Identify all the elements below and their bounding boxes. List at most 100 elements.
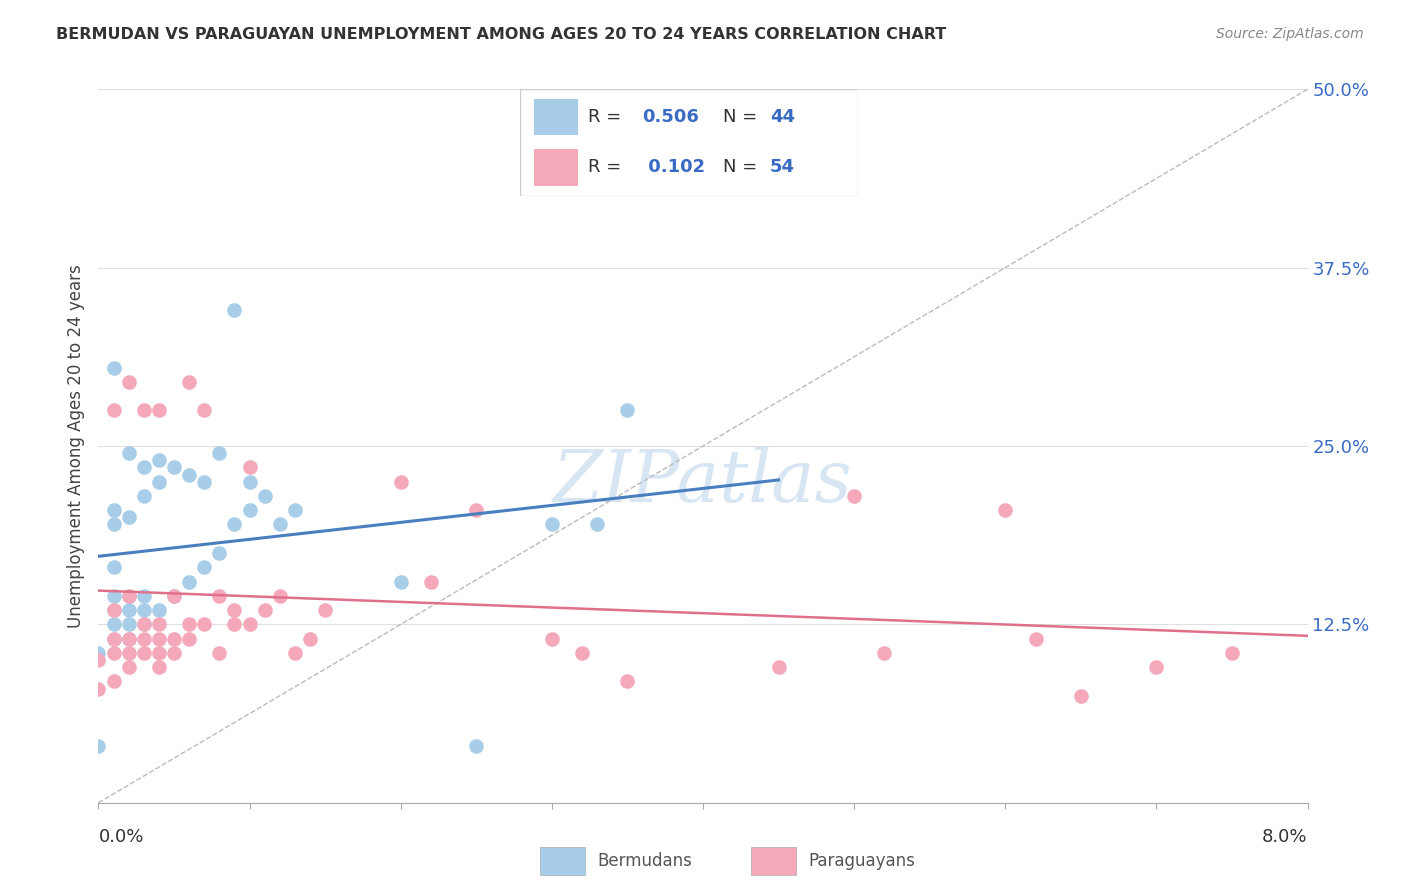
Point [132, 632, 155, 646]
Point [103, 617, 125, 632]
Point [299, 632, 322, 646]
Point [1070, 689, 1092, 703]
Point [163, 646, 186, 660]
Point [465, 739, 488, 753]
Point [193, 475, 215, 489]
Text: 0.506: 0.506 [641, 108, 699, 126]
Point [224, 603, 246, 617]
Point [269, 589, 291, 603]
Point [148, 475, 170, 489]
Text: 44: 44 [770, 108, 794, 126]
Point [193, 560, 215, 574]
Point [103, 560, 125, 574]
Point [148, 403, 170, 417]
Point [132, 617, 155, 632]
Point [103, 517, 125, 532]
Point [239, 460, 262, 475]
Point [132, 646, 155, 660]
Point [103, 632, 125, 646]
Point [389, 574, 412, 589]
Point [193, 617, 215, 632]
Point [103, 632, 125, 646]
Point [103, 646, 125, 660]
Point [118, 510, 141, 524]
Text: 8.0%: 8.0% [1263, 829, 1308, 847]
Point [103, 403, 125, 417]
Point [87, 739, 110, 753]
Point [193, 403, 215, 417]
Text: R =: R = [588, 159, 627, 177]
Y-axis label: Unemployment Among Ages 20 to 24 years: Unemployment Among Ages 20 to 24 years [66, 264, 84, 628]
Point [208, 546, 231, 560]
Point [616, 403, 638, 417]
Text: R =: R = [588, 108, 627, 126]
Text: N =: N = [723, 108, 762, 126]
Point [540, 517, 562, 532]
Point [768, 660, 790, 674]
Point [314, 603, 336, 617]
Point [118, 589, 141, 603]
Point [87, 653, 110, 667]
Point [586, 517, 609, 532]
Point [163, 589, 186, 603]
Point [163, 460, 186, 475]
Point [148, 632, 170, 646]
Text: N =: N = [723, 159, 762, 177]
Bar [540, 847, 585, 875]
Point [179, 375, 201, 389]
Point [103, 603, 125, 617]
Point [148, 603, 170, 617]
Point [118, 646, 141, 660]
Point [253, 603, 276, 617]
Point [284, 503, 307, 517]
Point [163, 632, 186, 646]
Point [284, 646, 307, 660]
Point [224, 617, 246, 632]
Point [616, 674, 638, 689]
Point [873, 646, 896, 660]
Bar [534, 99, 578, 136]
Point [163, 589, 186, 603]
Point [208, 446, 231, 460]
Point [224, 303, 246, 318]
Point [239, 475, 262, 489]
Point [118, 446, 141, 460]
Bar [534, 149, 578, 186]
Point [132, 489, 155, 503]
Point [148, 660, 170, 674]
Point [269, 517, 291, 532]
Point [571, 646, 593, 660]
Point [179, 632, 201, 646]
Point [1144, 660, 1167, 674]
Point [1024, 632, 1046, 646]
Point [118, 589, 141, 603]
Point [419, 574, 441, 589]
Text: Source: ZipAtlas.com: Source: ZipAtlas.com [1216, 27, 1364, 41]
Text: 54: 54 [770, 159, 794, 177]
Point [132, 617, 155, 632]
Point [465, 503, 488, 517]
Text: ZIPatlas: ZIPatlas [553, 446, 853, 517]
Point [844, 489, 866, 503]
Point [103, 603, 125, 617]
Point [224, 517, 246, 532]
Point [540, 632, 562, 646]
Point [118, 632, 141, 646]
Point [132, 403, 155, 417]
Point [179, 574, 201, 589]
Point [132, 589, 155, 603]
Text: 0.0%: 0.0% [98, 829, 143, 847]
Point [389, 475, 412, 489]
Point [118, 375, 141, 389]
Point [239, 617, 262, 632]
Point [148, 646, 170, 660]
Point [208, 589, 231, 603]
Point [994, 503, 1017, 517]
Point [87, 646, 110, 660]
Point [103, 589, 125, 603]
Text: BERMUDAN VS PARAGUAYAN UNEMPLOYMENT AMONG AGES 20 TO 24 YEARS CORRELATION CHART: BERMUDAN VS PARAGUAYAN UNEMPLOYMENT AMON… [56, 27, 946, 42]
Point [239, 503, 262, 517]
Text: 0.102: 0.102 [641, 159, 704, 177]
Bar [751, 847, 796, 875]
Point [179, 617, 201, 632]
